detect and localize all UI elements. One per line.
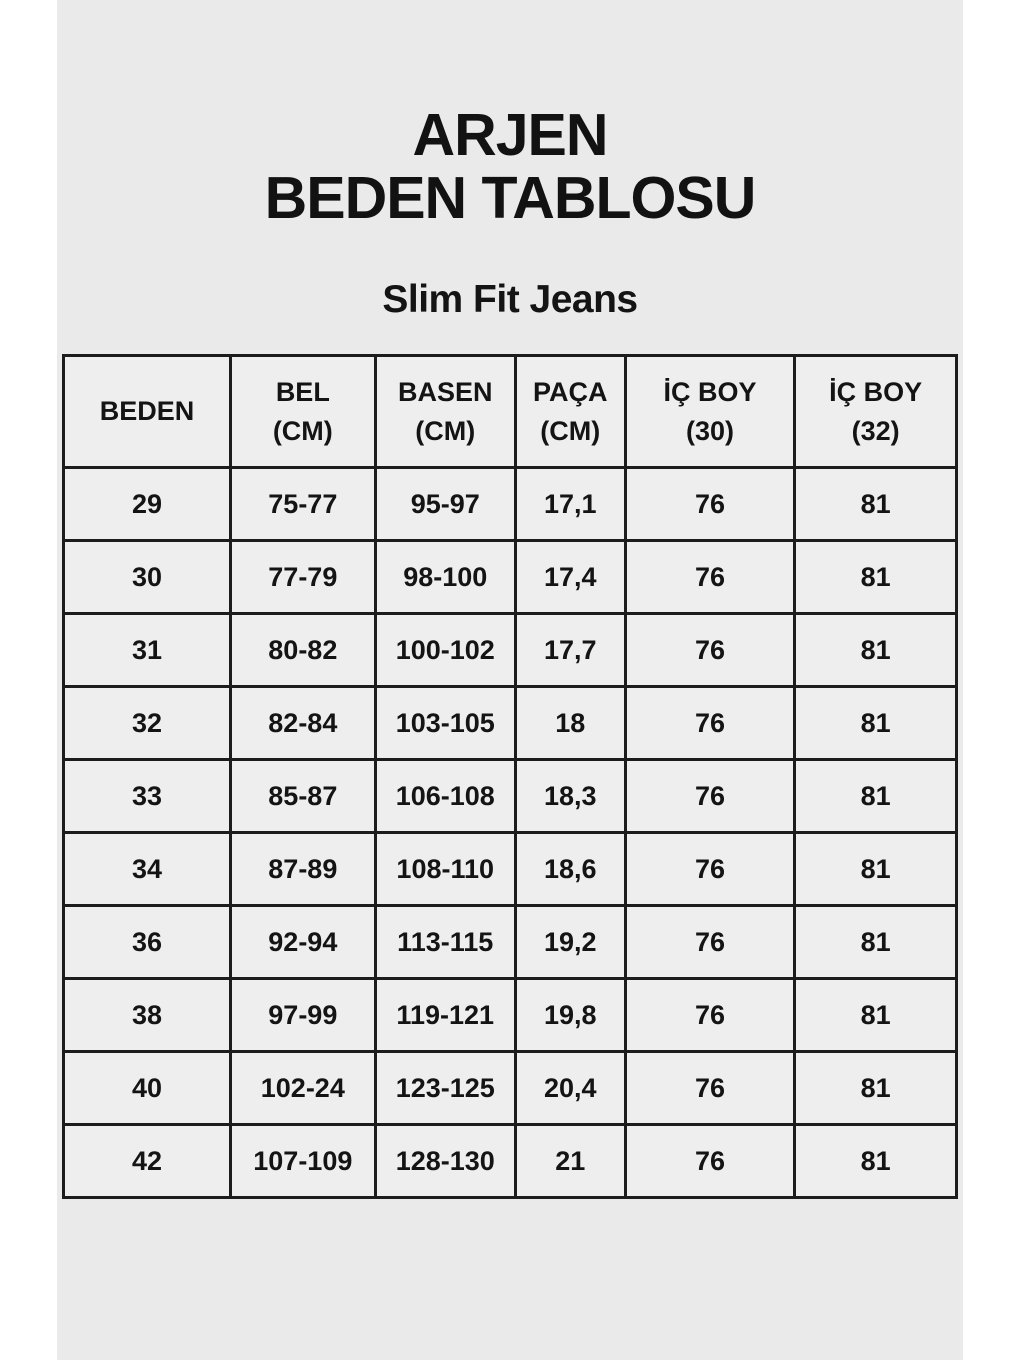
table-cell: 119-121: [373, 977, 517, 1054]
table-cell: 40: [62, 1050, 232, 1127]
table-cell: 77-79: [228, 539, 377, 616]
column-header: İÇ BOY (30): [623, 354, 797, 470]
table-row: 29 75-77 95-97 17,1 76 81: [62, 466, 958, 543]
table-cell: 17,7: [513, 612, 627, 689]
size-chart-page: ARJEN BEDEN TABLOSU Slim Fit Jeans BEDEN…: [57, 0, 963, 1360]
table-cell: 95-97: [373, 466, 517, 543]
table-cell: 75-77: [228, 466, 377, 543]
table-cell: 97-99: [228, 977, 377, 1054]
table-cell: 18: [513, 685, 627, 762]
table-cell: 81: [793, 904, 958, 981]
size-table: BEDEN BEL (CM) BASEN (CM) PAÇA (CM) İÇ BOY (30) İ…: [62, 354, 958, 1200]
table-cell: 32: [62, 685, 232, 762]
brand-title-line1: ARJEN: [412, 102, 609, 168]
table-cell: 81: [793, 466, 958, 543]
table-row: 34 87-89 108-110 18,6 76 81: [62, 831, 958, 908]
table-row: 42 107-109 128-130 21 76 81: [62, 1123, 958, 1200]
table-cell: 17,1: [513, 466, 627, 543]
table-cell: 123-125: [373, 1050, 517, 1127]
table-cell: 30: [62, 539, 232, 616]
table-cell: 17,4: [513, 539, 627, 616]
table-cell: 100-102: [373, 612, 517, 689]
table-row: 33 85-87 106-108 18,3 76 81: [62, 758, 958, 835]
table-cell: 113-115: [373, 904, 517, 981]
table-cell: 29: [62, 466, 232, 543]
table-cell: 81: [793, 685, 958, 762]
table-cell: 18,3: [513, 758, 627, 835]
table-cell: 76: [623, 977, 797, 1054]
table-row: 32 82-84 103-105 18 76 81: [62, 685, 958, 762]
table-cell: 92-94: [228, 904, 377, 981]
table-cell: 76: [623, 758, 797, 835]
table-cell: 31: [62, 612, 232, 689]
table-cell: 81: [793, 1123, 958, 1200]
table-cell: 98-100: [373, 539, 517, 616]
table-cell: 85-87: [228, 758, 377, 835]
column-header: BEDEN: [62, 354, 232, 470]
table-row: 31 80-82 100-102 17,7 76 81: [62, 612, 958, 689]
table-cell: 38: [62, 977, 232, 1054]
table-cell: 76: [623, 539, 797, 616]
table-cell: 108-110: [373, 831, 517, 908]
table-cell: 76: [623, 685, 797, 762]
table-cell: 19,8: [513, 977, 627, 1054]
table-cell: 33: [62, 758, 232, 835]
table-cell: 106-108: [373, 758, 517, 835]
table-cell: 76: [623, 612, 797, 689]
table-cell: 87-89: [228, 831, 377, 908]
table-cell: 76: [623, 904, 797, 981]
table-row: 38 97-99 119-121 19,8 76 81: [62, 977, 958, 1054]
table-cell: 18,6: [513, 831, 627, 908]
table-cell: 107-109: [228, 1123, 377, 1200]
table-cell: 21: [513, 1123, 627, 1200]
brand-title-line2: BEDEN TABLOSU: [264, 165, 757, 232]
table-cell: 102-24: [228, 1050, 377, 1127]
table-cell: 76: [623, 1123, 797, 1200]
table-cell: 76: [623, 1050, 797, 1127]
page-title: ARJEN BEDEN TABLOSU: [57, 102, 963, 232]
table-cell: 20,4: [513, 1050, 627, 1127]
table-cell: 81: [793, 977, 958, 1054]
table-cell: 80-82: [228, 612, 377, 689]
fit-subtitle: Slim Fit Jeans: [382, 278, 638, 322]
table-cell: 81: [793, 539, 958, 616]
table-cell: 76: [623, 831, 797, 908]
column-header: İÇ BOY (32): [793, 354, 958, 470]
table-cell: 76: [623, 466, 797, 543]
table-cell: 36: [62, 904, 232, 981]
table-row: 40 102-24 123-125 20,4 76 81: [62, 1050, 958, 1127]
size-table-header: BEDEN BEL (CM) BASEN (CM) PAÇA (CM) İÇ BOY (30) İ…: [62, 354, 958, 470]
column-header: PAÇA (CM): [513, 354, 627, 470]
table-cell: 19,2: [513, 904, 627, 981]
table-row: 36 92-94 113-115 19,2 76 81: [62, 904, 958, 981]
table-cell: 103-105: [373, 685, 517, 762]
column-header: BEL (CM): [228, 354, 377, 470]
table-cell: 128-130: [373, 1123, 517, 1200]
table-cell: 81: [793, 1050, 958, 1127]
table-row: 30 77-79 98-100 17,4 76 81: [62, 539, 958, 616]
table-cell: 81: [793, 831, 958, 908]
size-table-body: 29 75-77 95-97 17,1 76 81 30 77-79 98-100 17,4 76 8…: [62, 466, 958, 1200]
table-cell: 81: [793, 758, 958, 835]
table-cell: 81: [793, 612, 958, 689]
table-cell: 34: [62, 831, 232, 908]
table-cell: 82-84: [228, 685, 377, 762]
header-row: BEDEN BEL (CM) BASEN (CM) PAÇA (CM) İÇ BOY (30) İ…: [62, 354, 958, 470]
column-header: BASEN (CM): [373, 354, 517, 470]
table-cell: 42: [62, 1123, 232, 1200]
